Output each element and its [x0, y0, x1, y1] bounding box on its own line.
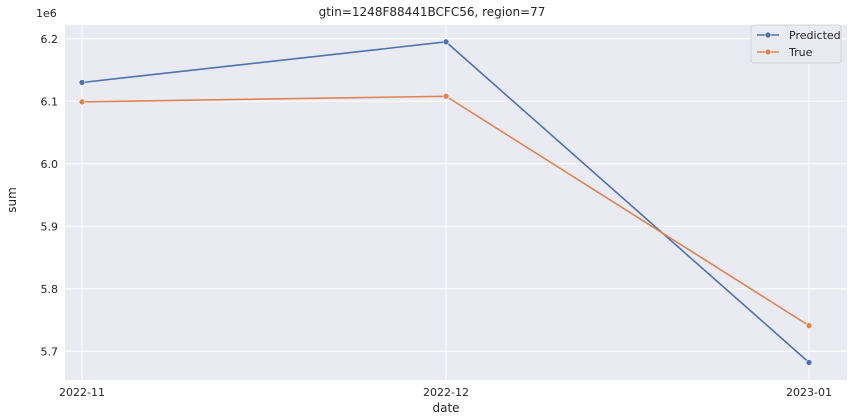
y-axis-label: sum — [5, 187, 19, 213]
y-tick-label: 6.2 — [41, 33, 59, 46]
y-tick-label: 5.9 — [41, 220, 59, 233]
data-point-true — [805, 322, 813, 329]
legend-label-predicted: Predicted — [789, 29, 841, 42]
x-tick-label: 2022-12 — [423, 386, 469, 399]
data-point-true — [442, 92, 450, 100]
y-scale-label: 1e6 — [36, 7, 57, 20]
x-axis-label: date — [432, 401, 459, 415]
y-tick-label: 6.0 — [41, 158, 59, 171]
x-tick-label: 2023-01 — [786, 386, 832, 399]
chart-title: gtin=1248F88441BCFC56, region=77 — [319, 5, 546, 19]
plot-area — [65, 25, 847, 380]
grid-lines — [65, 25, 847, 380]
data-point-predicted — [78, 79, 86, 86]
x-tick-labels: 2022-11 2022-12 2023-01 — [59, 386, 832, 399]
y-tick-labels: 5.7 5.8 5.9 6.0 6.1 6.2 — [41, 33, 59, 359]
data-point-predicted — [805, 359, 813, 366]
data-point-predicted — [442, 38, 450, 46]
data-point-true — [78, 98, 86, 106]
legend-marker-predicted — [764, 31, 772, 39]
series-layer — [78, 38, 813, 366]
y-tick-label: 5.8 — [41, 283, 59, 296]
legend: Predicted True — [750, 24, 842, 64]
legend-marker-true — [764, 48, 772, 56]
y-tick-label: 5.7 — [41, 345, 59, 358]
legend-label-true: True — [788, 46, 813, 59]
y-tick-label: 6.1 — [41, 95, 59, 108]
x-tick-label: 2022-11 — [59, 386, 105, 399]
